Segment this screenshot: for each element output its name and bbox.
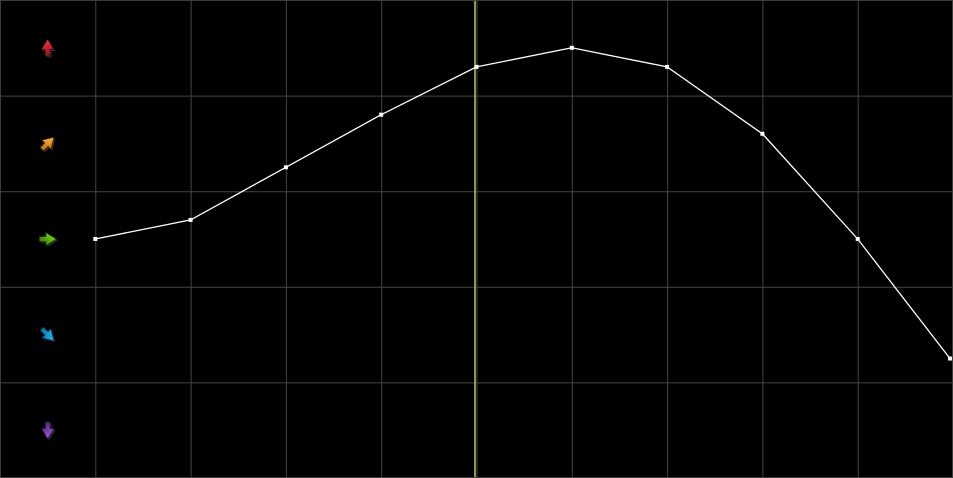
arrow-up-right-icon <box>39 136 56 153</box>
data-point-marker <box>948 356 952 361</box>
arrow-right-icon <box>39 231 58 247</box>
data-point-marker <box>569 45 574 50</box>
trend-line <box>95 47 951 359</box>
data-point-marker <box>93 237 98 241</box>
arrow-down-right-icon <box>39 326 56 343</box>
data-point-marker <box>283 165 288 170</box>
data-point-marker <box>379 112 384 117</box>
trend-axis-icons <box>39 38 58 441</box>
data-point-markers <box>93 45 952 361</box>
data-point-marker <box>474 64 479 69</box>
data-point-marker <box>855 237 860 241</box>
data-point-marker <box>188 217 193 222</box>
data-point-marker <box>760 131 765 136</box>
arrow-down-icon <box>40 421 56 441</box>
data-point-marker <box>665 64 670 69</box>
arrow-up-icon <box>40 38 56 58</box>
